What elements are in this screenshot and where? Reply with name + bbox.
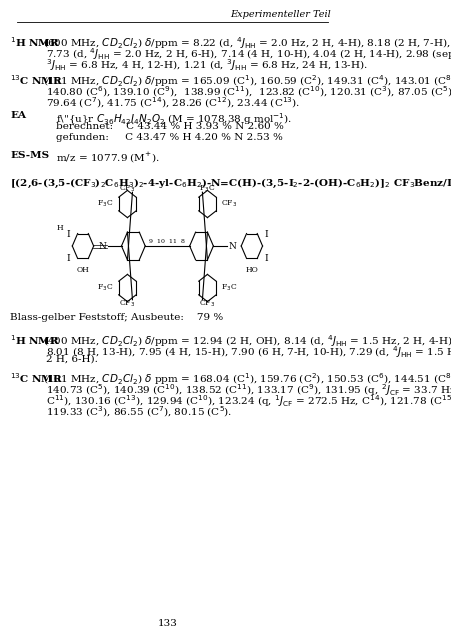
Text: $^{3}J_{\rm HH}$ = 6.8 Hz, 4 H, 12-H), 1.21 (d, $^{3}J_{\rm HH}$ = 6.8 Hz, 24 H,: $^{3}J_{\rm HH}$ = 6.8 Hz, 4 H, 12-H), 1… — [46, 57, 367, 73]
Text: N: N — [99, 241, 106, 250]
Text: CF$_3$: CF$_3$ — [119, 184, 135, 194]
Text: $^{13}$C NMR: $^{13}$C NMR — [10, 73, 64, 87]
Text: I: I — [66, 230, 70, 239]
Text: (400 MHz, $CD_2Cl_2$) $\delta$/ppm = 12.94 (2 H, OH), 8.14 (d, $^{4}J_{\rm HH}$ : (400 MHz, $CD_2Cl_2$) $\delta$/ppm = 12.… — [43, 333, 451, 349]
Text: 9  10  11  8: 9 10 11 8 — [149, 239, 185, 244]
Text: N: N — [228, 241, 236, 250]
Text: 7.73 (d, $^{4}J_{\rm HH}$ = 2.0 Hz, 2 H, 6-H), 7.14 (4 H, 10-H), 4.04 (2 H, 14-H: 7.73 (d, $^{4}J_{\rm HH}$ = 2.0 Hz, 2 H,… — [46, 46, 451, 62]
Text: CF$_3$: CF$_3$ — [199, 298, 215, 308]
Text: 79.64 (C$^{7}$), 41.75 (C$^{14}$), 28.26 (C$^{12}$), 23.44 (C$^{13}$).: 79.64 (C$^{7}$), 41.75 (C$^{14}$), 28.26… — [46, 95, 299, 109]
Text: Experimenteller Teil: Experimenteller Teil — [229, 10, 330, 19]
Text: [(2,6-(3,5-(CF$_3$)$_2$C$_6$H$_3$)$_2$-4-yl-C$_6$H$_2$)-N=C(H)-(3,5-I$_2$-2-(OH): [(2,6-(3,5-(CF$_3$)$_2$C$_6$H$_3$)$_2$-4… — [10, 177, 451, 190]
Text: f\"{u}r $C_{36}H_{42}I_4N_2O_2$ (M = 1078.38 g mol$^{-1}$).: f\"{u}r $C_{36}H_{42}I_4N_2O_2$ (M = 107… — [55, 111, 291, 127]
Text: F$_3$C: F$_3$C — [221, 283, 237, 293]
Text: (151 MHz, $CD_2Cl_2$) $\delta$/ppm = 165.09 (C$^{1}$), 160.59 (C$^{2}$), 149.31 : (151 MHz, $CD_2Cl_2$) $\delta$/ppm = 165… — [43, 73, 451, 89]
Text: F$_3$C: F$_3$C — [199, 184, 215, 194]
Text: 140.80 (C$^{6}$), 139.10 (C$^{9}$),  138.99 (C$^{11}$),  123.82 (C$^{10}$), 120.: 140.80 (C$^{6}$), 139.10 (C$^{9}$), 138.… — [46, 84, 451, 99]
Text: gefunden:     C 43.47 % H 4.20 % N 2.53 %: gefunden: C 43.47 % H 4.20 % N 2.53 % — [55, 133, 282, 142]
Text: Blass-gelber Feststoff; Ausbeute:    79 %: Blass-gelber Feststoff; Ausbeute: 79 % — [10, 313, 223, 322]
Text: ES-MS: ES-MS — [10, 151, 50, 160]
Text: m/z = 1077.9 (M$^{+}$).: m/z = 1077.9 (M$^{+}$). — [55, 151, 159, 165]
Text: I: I — [264, 253, 268, 262]
Text: (600 MHz, $CD_2Cl_2$) $\delta$/ppm = 8.22 (d, $^{4}J_{\rm HH}$ = 2.0 Hz, 2 H, 4-: (600 MHz, $CD_2Cl_2$) $\delta$/ppm = 8.2… — [43, 35, 449, 51]
Text: 140.73 (C$^{5}$), 140.39 (C$^{10}$), 138.52 (C$^{11}$), 133.17 (C$^{9}$), 131.95: 140.73 (C$^{5}$), 140.39 (C$^{10}$), 138… — [46, 382, 451, 398]
Text: F$_3$C: F$_3$C — [97, 283, 113, 293]
Text: I: I — [66, 253, 70, 262]
Text: OH: OH — [76, 266, 89, 275]
Text: CF$_3$: CF$_3$ — [119, 298, 135, 308]
Text: H: H — [57, 223, 63, 232]
Text: HO: HO — [245, 266, 258, 275]
Text: (101 MHz, $CD_2Cl_2$) $\delta$ ppm = 168.04 (C$^{1}$), 159.76 (C$^{2}$), 150.53 : (101 MHz, $CD_2Cl_2$) $\delta$ ppm = 168… — [43, 371, 451, 387]
Text: 133: 133 — [157, 619, 177, 628]
Text: 119.33 (C$^{3}$), 86.55 (C$^{7}$), 80.15 (C$^{5}$).: 119.33 (C$^{3}$), 86.55 (C$^{7}$), 80.15… — [46, 404, 232, 419]
Text: EA: EA — [10, 111, 26, 120]
Text: I: I — [264, 230, 268, 239]
Text: CF$_3$: CF$_3$ — [221, 199, 237, 209]
Text: $^{1}$H NMR: $^{1}$H NMR — [10, 333, 60, 347]
Text: C$^{11}$), 130.16 (C$^{13}$), 129.94 (C$^{10}$), 123.24 (q, $^{1}J_{\rm CF}$ = 2: C$^{11}$), 130.16 (C$^{13}$), 129.94 (C$… — [46, 393, 451, 409]
Text: 8.01 (8 H, 13-H), 7.95 (4 H, 15-H), 7.90 (6 H, 7-H, 10-H), 7.29 (d, $^{4}J_{\rm : 8.01 (8 H, 13-H), 7.95 (4 H, 15-H), 7.90… — [46, 344, 451, 360]
Text: 2 H, 6-H).: 2 H, 6-H). — [46, 355, 97, 364]
Text: F$_3$C: F$_3$C — [97, 199, 113, 209]
Text: berechnet:    C 43.44 % H 3.93 % N 2.60 %: berechnet: C 43.44 % H 3.93 % N 2.60 % — [55, 122, 283, 131]
Text: $^{1}$H NMR: $^{1}$H NMR — [10, 35, 60, 49]
Text: $^{13}$C NMR: $^{13}$C NMR — [10, 371, 64, 385]
